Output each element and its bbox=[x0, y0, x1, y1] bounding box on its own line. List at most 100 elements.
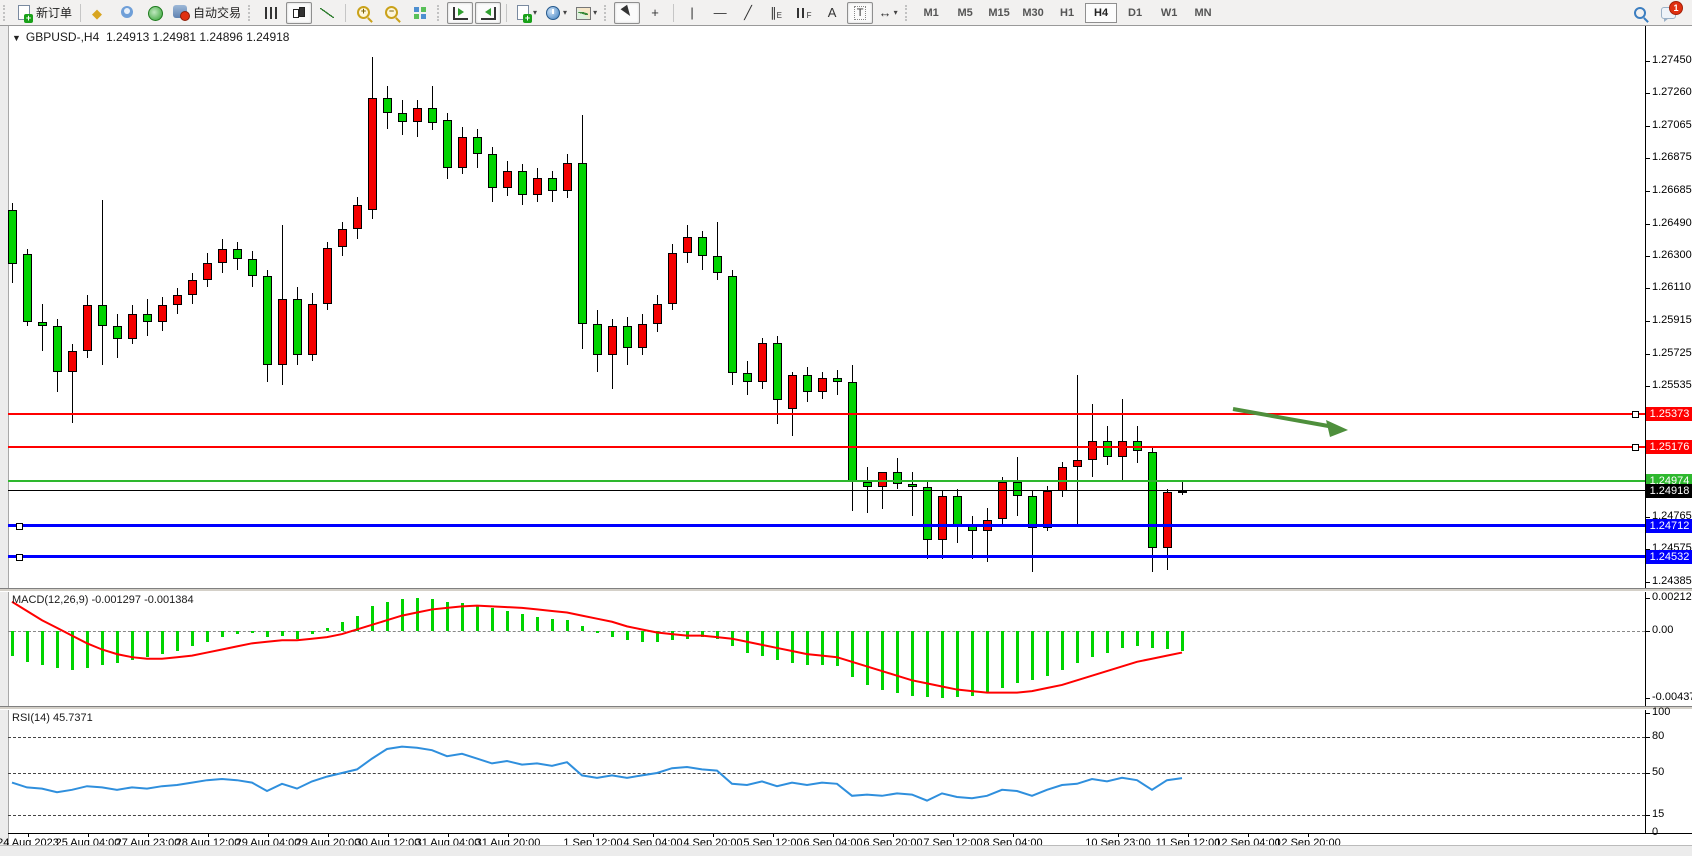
macd-histogram-bar bbox=[161, 631, 164, 655]
candle-wick bbox=[912, 471, 913, 517]
candle bbox=[908, 483, 917, 488]
templates-caret[interactable]: ▾ bbox=[593, 8, 598, 17]
rsi-tick-label: 80 bbox=[1652, 730, 1665, 742]
notifications-button[interactable]: 1 bbox=[1656, 0, 1683, 24]
macd-histogram-bar bbox=[266, 631, 269, 638]
cursor-icon bbox=[619, 4, 635, 21]
zoom-out-button[interactable]: − bbox=[379, 2, 405, 24]
candle bbox=[23, 254, 32, 323]
text-label-icon: T bbox=[853, 5, 867, 20]
rsi-level-line-80 bbox=[8, 737, 1645, 738]
macd-histogram-bar bbox=[116, 631, 119, 664]
price-tick bbox=[1645, 125, 1650, 127]
navigator-button[interactable] bbox=[142, 2, 168, 24]
time-tick bbox=[1308, 833, 1309, 837]
candle bbox=[728, 276, 737, 374]
price-hline-1.24918[interactable] bbox=[8, 490, 1645, 492]
market-watch-button[interactable]: ◆ bbox=[86, 2, 112, 24]
search-button[interactable] bbox=[1628, 2, 1654, 24]
candle bbox=[743, 373, 752, 382]
price-tick bbox=[1645, 190, 1650, 192]
price-tick bbox=[1645, 223, 1650, 225]
macd-histogram-bar bbox=[866, 631, 869, 685]
indicators-caret[interactable]: ▾ bbox=[533, 8, 538, 17]
data-window-button[interactable] bbox=[114, 2, 140, 24]
candle bbox=[1013, 482, 1022, 496]
periods-caret[interactable]: ▾ bbox=[563, 8, 568, 17]
candle bbox=[1028, 495, 1037, 528]
price-tick-label: 1.26110 bbox=[1652, 281, 1691, 294]
bar-chart-button[interactable] bbox=[258, 2, 284, 24]
candlestick-chart-button[interactable] bbox=[286, 1, 313, 24]
arrows-caret[interactable]: ▾ bbox=[893, 8, 898, 17]
bar-chart-icon bbox=[263, 5, 279, 21]
horizontal-line-tool-button[interactable]: — bbox=[707, 2, 733, 24]
candle-wick bbox=[1032, 490, 1033, 573]
timeframe-button-h1[interactable]: H1 bbox=[1060, 6, 1075, 19]
price-tick bbox=[1645, 60, 1650, 62]
price-line-badge: 1.24532 bbox=[1646, 549, 1692, 564]
timeframe-button-h4[interactable]: H4 bbox=[1085, 2, 1118, 23]
price-hline-1.24974[interactable] bbox=[8, 480, 1645, 483]
price-hline-1.24712[interactable] bbox=[8, 524, 1645, 528]
candle bbox=[563, 162, 572, 192]
tile-windows-button[interactable] bbox=[407, 2, 433, 24]
arrows-tool-button[interactable]: ↔ ▾ bbox=[875, 2, 901, 24]
macd-tick-label: 0.00 bbox=[1652, 624, 1674, 636]
vertical-line-tool-button[interactable]: | bbox=[679, 2, 705, 24]
trendline-tool-button[interactable]: ╱ bbox=[735, 2, 761, 24]
timeframe-button-d1[interactable]: D1 bbox=[1128, 6, 1143, 19]
timeframe-button-m5[interactable]: M5 bbox=[957, 6, 973, 19]
timeframe-button-w1[interactable]: W1 bbox=[1160, 6, 1178, 19]
price-hline-1.25373[interactable] bbox=[8, 412, 1645, 415]
chat-bubble-icon: 1 bbox=[1661, 0, 1683, 22]
periods-icon bbox=[545, 5, 561, 21]
periods-button[interactable]: ▾ bbox=[542, 2, 570, 24]
line-chart-button[interactable] bbox=[314, 2, 340, 24]
candle bbox=[923, 487, 932, 540]
macd-histogram-bar bbox=[1046, 631, 1049, 676]
candle bbox=[218, 249, 227, 263]
crosshair-tool-button[interactable]: + bbox=[642, 2, 668, 24]
macd-histogram-bar bbox=[176, 631, 179, 652]
price-tick-label: 1.25725 bbox=[1652, 346, 1692, 359]
macd-histogram-bar bbox=[311, 631, 314, 635]
macd-histogram-bar bbox=[71, 631, 74, 670]
price-line-badge: 1.24712 bbox=[1646, 518, 1692, 533]
candle bbox=[413, 108, 422, 122]
macd-panel-separator[interactable] bbox=[0, 588, 1692, 592]
hline-handle[interactable] bbox=[16, 553, 23, 561]
macd-histogram-bar bbox=[1016, 631, 1019, 684]
indicators-button[interactable]: + ▾ bbox=[512, 2, 540, 24]
time-tick bbox=[1188, 833, 1189, 837]
fibonacci-tool-button[interactable]: F bbox=[791, 2, 817, 24]
candle bbox=[488, 154, 497, 188]
auto-scroll-button[interactable] bbox=[447, 1, 474, 24]
macd-histogram-bar bbox=[1181, 631, 1184, 652]
channel-tool-button[interactable]: ∥ E bbox=[763, 2, 789, 24]
templates-button[interactable]: ▾ bbox=[572, 2, 600, 24]
hline-handle[interactable] bbox=[16, 522, 23, 530]
text-tool-button[interactable]: A bbox=[819, 2, 845, 24]
time-tick bbox=[1248, 833, 1249, 837]
text-label-tool-button[interactable]: T bbox=[847, 1, 874, 24]
chart-title-dropdown-icon[interactable]: ▼ bbox=[12, 33, 21, 43]
timeframe-button-m15[interactable]: M15 bbox=[988, 6, 1010, 19]
candle bbox=[998, 482, 1007, 520]
auto-trading-button[interactable]: 自动交易 bbox=[170, 2, 244, 24]
new-order-button[interactable]: + 新订单 bbox=[13, 2, 75, 24]
timeframe-button-m30[interactable]: M30 bbox=[1022, 6, 1044, 19]
zoom-in-button[interactable]: + bbox=[351, 2, 377, 24]
macd-histogram-bar bbox=[1076, 631, 1079, 664]
rsi-panel-separator[interactable] bbox=[0, 706, 1692, 710]
price-hline-1.25176[interactable] bbox=[8, 446, 1645, 449]
macd-histogram-bar bbox=[326, 627, 329, 631]
timeframe-button-m1[interactable]: M1 bbox=[923, 6, 939, 19]
hline-handle[interactable] bbox=[1632, 444, 1639, 452]
hline-handle[interactable] bbox=[1632, 410, 1639, 418]
price-hline-1.24532[interactable] bbox=[8, 555, 1645, 559]
timeframe-button-mn[interactable]: MN bbox=[1194, 6, 1212, 19]
cursor-tool-button[interactable] bbox=[614, 1, 641, 24]
chart-shift-button[interactable] bbox=[475, 1, 502, 24]
candle bbox=[203, 262, 212, 280]
